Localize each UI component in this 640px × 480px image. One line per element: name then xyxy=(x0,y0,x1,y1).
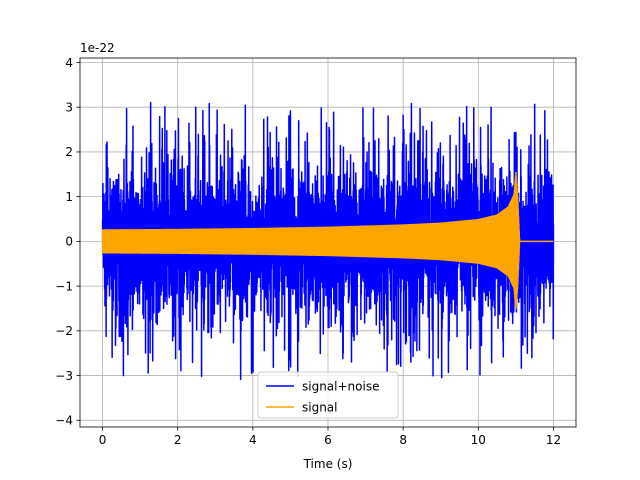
y-axis-offset-text: 1e-22 xyxy=(80,41,115,55)
y-tick-label: 1 xyxy=(65,190,73,204)
y-tick-label: −4 xyxy=(55,414,73,428)
x-tick-label: 4 xyxy=(249,433,257,447)
plot-area xyxy=(101,101,555,381)
x-tick-label: 10 xyxy=(471,433,486,447)
x-tick-label: 8 xyxy=(399,433,407,447)
legend: signal+noise signal xyxy=(257,371,399,419)
y-tick-label: 4 xyxy=(65,56,73,70)
y-tick-label: −3 xyxy=(55,369,73,383)
y-tick-label: 0 xyxy=(65,235,73,249)
x-axis-label: Time (s) xyxy=(303,457,353,471)
legend-label: signal xyxy=(302,401,338,415)
y-tick-label: −1 xyxy=(55,279,73,293)
x-tick-label: 12 xyxy=(546,433,561,447)
x-tick-label: 0 xyxy=(99,433,107,447)
y-axis-ticks: −4 −3 −2 −1 0 1 2 3 4 xyxy=(55,56,80,428)
series-line-signal xyxy=(101,172,554,309)
x-tick-label: 2 xyxy=(174,433,182,447)
x-tick-label: 6 xyxy=(324,433,332,447)
legend-label: signal+noise xyxy=(302,380,379,394)
x-axis-ticks: 0 2 4 6 8 10 12 xyxy=(99,427,561,447)
y-tick-label: 3 xyxy=(65,101,73,115)
y-tick-label: −2 xyxy=(55,324,73,338)
y-tick-label: 2 xyxy=(65,145,73,159)
